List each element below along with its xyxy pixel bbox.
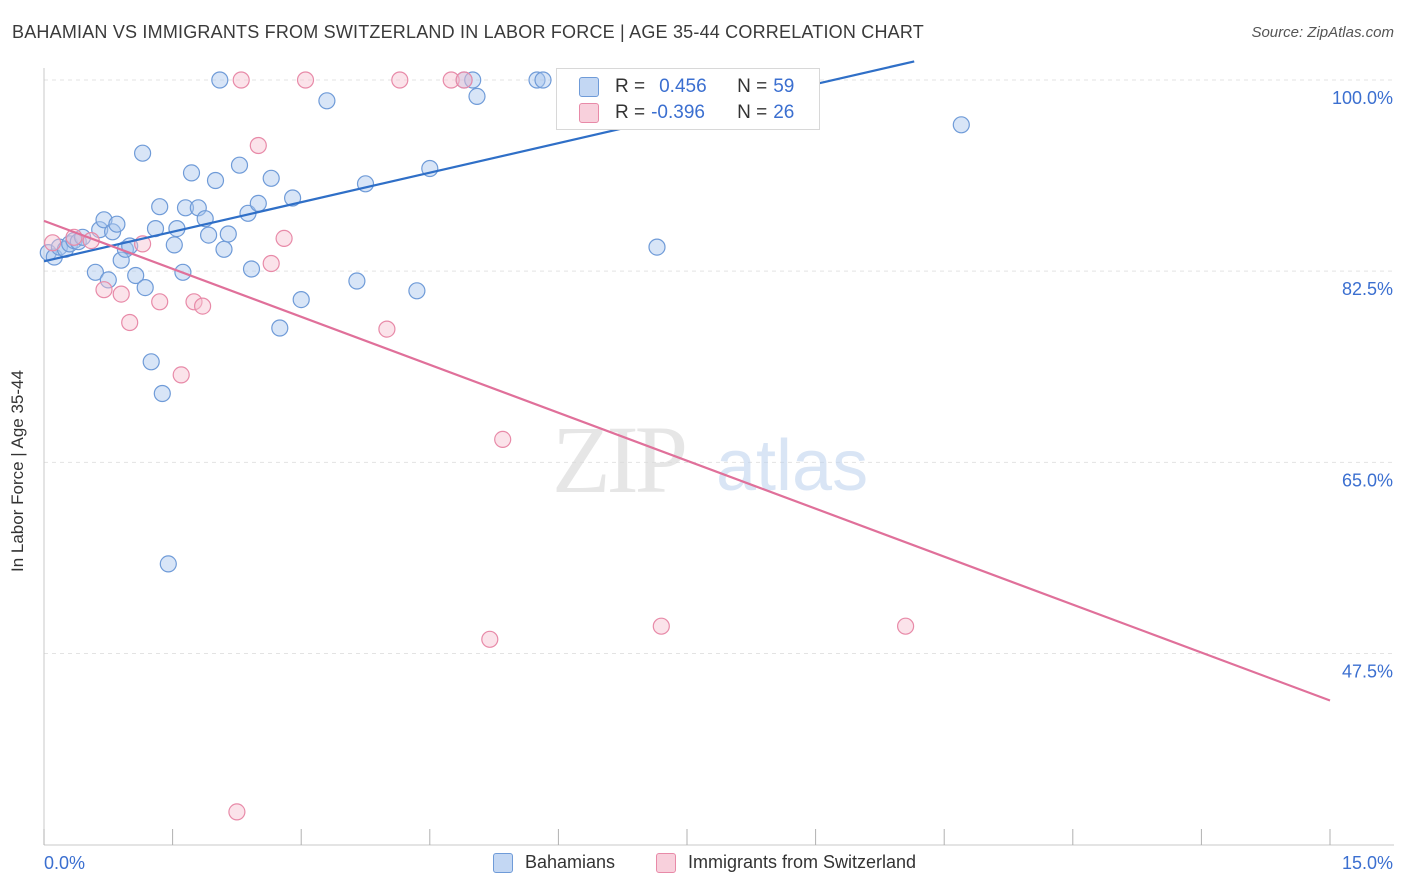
data-point-s1-23 xyxy=(652,617,670,635)
data-point-s0-23 xyxy=(153,384,171,403)
stats-n-label-1: N = xyxy=(737,76,768,97)
stats-n-value-2: 26 xyxy=(773,102,795,123)
data-point-s1-5 xyxy=(121,313,139,332)
data-point-s0-19 xyxy=(136,279,154,297)
y-axis-label: In Labor Force | Age 35-44 xyxy=(8,370,27,572)
data-point-s0-48 xyxy=(408,282,426,300)
chart-legend: Bahamians Immigrants from Switzerland xyxy=(0,852,1406,878)
data-point-s1-8 xyxy=(172,366,190,384)
data-point-s1-9 xyxy=(185,293,203,311)
stats-row-switzerland: R = -0.396 N = 26 xyxy=(579,101,795,125)
x-tick-label-1: 15.0% xyxy=(1342,853,1393,873)
data-point-s1-10 xyxy=(194,297,212,315)
legend-label-switzerland: Immigrants from Switzerland xyxy=(688,852,917,872)
stats-r-label-1: R = xyxy=(615,76,646,97)
watermark: ZIP atlas xyxy=(552,406,868,513)
data-point-s0-25 xyxy=(165,236,183,254)
data-point-s0-20 xyxy=(142,353,160,371)
data-point-s1-13 xyxy=(249,136,267,155)
stats-swatch-pink xyxy=(579,103,599,123)
data-point-s1-0 xyxy=(43,234,62,252)
stats-swatch-blue xyxy=(579,77,599,97)
chart-source: Source: ZipAtlas.com xyxy=(1251,24,1394,41)
data-point-s1-18 xyxy=(391,71,409,89)
data-point-s0-35 xyxy=(215,240,233,258)
data-point-s1-4 xyxy=(112,285,130,303)
data-point-s0-44 xyxy=(292,291,310,309)
data-point-s0-14 xyxy=(112,251,130,269)
x-tick-label-0: 0.0% xyxy=(44,853,85,873)
stats-n-value-1: 59 xyxy=(773,76,795,97)
y-tick-label-0: 47.5% xyxy=(1342,662,1393,682)
data-point-s0-33 xyxy=(206,171,225,190)
data-point-s0-10 xyxy=(95,211,113,229)
data-point-s0-8 xyxy=(86,263,105,281)
data-point-s0-11 xyxy=(99,271,117,289)
data-point-s1-21 xyxy=(481,630,499,648)
data-point-s0-52 xyxy=(468,87,486,106)
stats-r-label-2: R = xyxy=(615,102,646,123)
chart-title: BAHAMIAN VS IMMIGRANTS FROM SWITZERLAND … xyxy=(12,22,924,42)
trend-line-1 xyxy=(43,219,1331,702)
stats-r-value-1: 0.456 xyxy=(659,76,707,97)
stats-legend-box: R = 0.456 N = 59 R = -0.396 N = 26 xyxy=(556,68,820,130)
data-point-s1-11 xyxy=(228,803,246,821)
data-point-s0-41 xyxy=(262,169,280,187)
watermark-zip: ZIP xyxy=(552,406,685,513)
data-point-s1-17 xyxy=(378,320,396,338)
data-point-s0-46 xyxy=(348,272,366,290)
data-point-s1-12 xyxy=(232,71,250,89)
legend-swatch-pink xyxy=(656,852,676,873)
stats-n-label-2: N = xyxy=(737,102,768,123)
data-point-s1-16 xyxy=(296,71,315,89)
data-point-s0-40 xyxy=(249,194,267,212)
data-point-s0-53 xyxy=(528,71,546,89)
tick-labels: 47.5% 65.0% 82.5% 100.0% 0.0% 15.0% xyxy=(44,88,1393,873)
data-point-s0-56 xyxy=(952,116,970,134)
stats-r-value-2: -0.396 xyxy=(651,102,705,123)
data-point-s1-14 xyxy=(262,254,280,273)
data-point-s0-13 xyxy=(108,215,126,233)
legend-item-bahamians[interactable]: Bahamians xyxy=(493,852,615,873)
data-point-s0-45 xyxy=(318,92,336,110)
data-point-s0-28 xyxy=(176,199,195,217)
data-point-s0-17 xyxy=(127,266,145,285)
data-point-s1-24 xyxy=(896,617,915,635)
data-point-s0-42 xyxy=(271,319,289,337)
data-point-s0-29 xyxy=(182,164,201,182)
data-point-s0-22 xyxy=(151,198,169,216)
watermark-atlas: atlas xyxy=(716,426,868,506)
y-tick-label-1: 65.0% xyxy=(1342,470,1393,490)
data-point-s0-51 xyxy=(464,71,482,89)
data-point-s1-19 xyxy=(442,71,460,89)
data-point-s0-55 xyxy=(648,238,666,256)
data-point-s1-20 xyxy=(455,71,473,89)
data-point-s0-18 xyxy=(134,144,152,162)
data-point-s0-43 xyxy=(284,189,302,207)
data-point-s0-54 xyxy=(534,71,552,89)
stats-row-bahamians: R = 0.456 N = 59 xyxy=(579,75,795,99)
series-bahamians xyxy=(39,71,970,573)
y-tick-label-3: 100.0% xyxy=(1332,88,1393,108)
data-point-s1-15 xyxy=(275,229,293,247)
data-point-s1-7 xyxy=(151,293,169,311)
data-point-s0-34 xyxy=(211,71,229,89)
data-point-s0-37 xyxy=(230,156,249,174)
legend-swatch-blue xyxy=(493,852,513,873)
series-immigrants-from-switzerland xyxy=(43,71,915,821)
data-point-s0-39 xyxy=(242,260,261,278)
y-tick-label-2: 82.5% xyxy=(1342,279,1393,299)
axes xyxy=(43,68,1394,846)
legend-item-switzerland[interactable]: Immigrants from Switzerland xyxy=(656,852,916,873)
data-point-s1-22 xyxy=(494,430,512,448)
data-point-s0-36 xyxy=(219,225,237,243)
data-point-s0-32 xyxy=(200,226,218,244)
data-point-s0-24 xyxy=(159,555,177,573)
data-point-s1-3 xyxy=(95,281,113,299)
legend-label-bahamians: Bahamians xyxy=(525,852,616,872)
